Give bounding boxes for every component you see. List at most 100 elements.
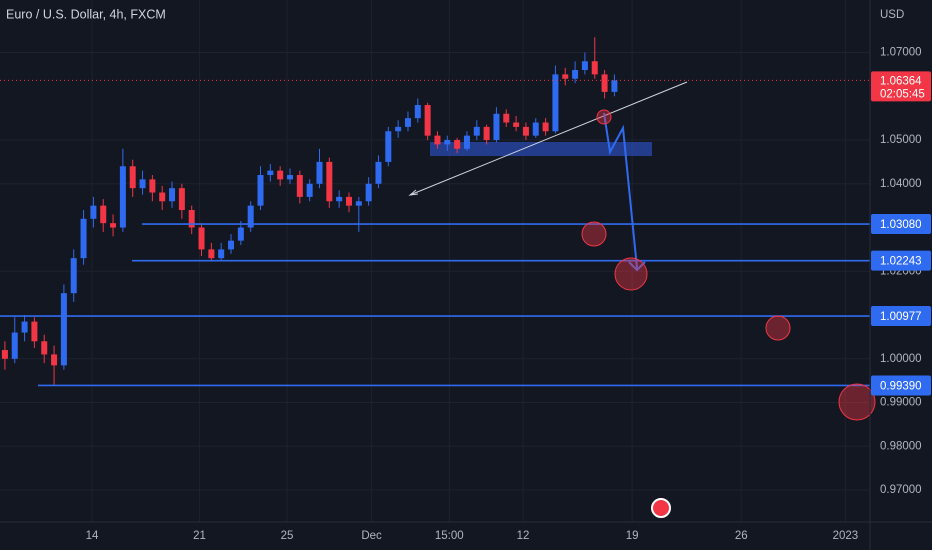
candle-body (188, 210, 195, 228)
last-price-label: 1.06364 (880, 75, 922, 87)
candle-body (218, 249, 225, 259)
zone (430, 142, 652, 156)
candle-body (454, 140, 461, 149)
candle-body (601, 74, 608, 92)
candle-body (581, 61, 588, 71)
candle-body (316, 161, 323, 184)
candle-body (513, 122, 520, 127)
x-tick-label: 14 (86, 530, 99, 542)
candle-body (493, 113, 500, 141)
countdown-label: 02:05:45 (880, 88, 925, 100)
level-label-box (871, 375, 931, 396)
candle-body (247, 205, 254, 228)
last-price-box (871, 71, 931, 102)
y-tick-label: 1.00000 (880, 353, 922, 365)
candle-body (473, 126, 480, 136)
chart-title: Euro / U.S. Dollar, 4h, FXCM (6, 7, 166, 21)
candle-body (1, 350, 8, 359)
candle-body (326, 161, 333, 202)
x-tick-label: 12 (517, 530, 530, 542)
candle-body (237, 227, 244, 241)
candle-body (257, 175, 264, 206)
x-tick-label: Dec (361, 530, 382, 542)
y-tick-label: 1.07000 (880, 47, 922, 59)
x-tick-label: 19 (626, 530, 639, 542)
event-icon[interactable] (651, 498, 671, 518)
candle-body (41, 341, 48, 355)
x-tick-label: 2023 (833, 530, 859, 542)
candle-body (385, 131, 392, 162)
arrow-head (628, 261, 646, 272)
y-tick-label: 0.97000 (880, 484, 922, 496)
candle-body (611, 80, 618, 92)
candle-body (80, 218, 87, 259)
level-label-box (871, 306, 931, 327)
candle-body (90, 205, 97, 219)
candle-body (365, 183, 372, 202)
x-tick-label: 21 (193, 530, 206, 542)
candle-body (139, 179, 146, 189)
level-label: 1.02243 (880, 256, 922, 268)
candle-body (198, 227, 205, 250)
candle-body (503, 113, 510, 123)
candle-body (404, 118, 411, 127)
level-label: 1.03080 (880, 219, 922, 231)
candle-body (267, 170, 274, 176)
projection-arrow (603, 112, 638, 269)
candle-body (169, 188, 176, 202)
candle-body (110, 223, 117, 228)
candle-body (336, 196, 343, 202)
candle-body (572, 70, 579, 79)
candle-body (444, 140, 451, 145)
candle-body (119, 166, 126, 228)
candle-body (129, 166, 136, 189)
arrow-head (408, 189, 419, 196)
candle-body (178, 188, 185, 211)
x-tick-label: 25 (281, 530, 294, 542)
candle-body (434, 135, 441, 145)
candle-body (552, 74, 559, 132)
marker-circle (581, 221, 607, 247)
candle-body (100, 205, 107, 224)
level-label-box (871, 250, 931, 271)
candle-body (296, 175, 303, 197)
candle-body (21, 321, 28, 333)
level-label-box (871, 214, 931, 235)
candle-body (277, 170, 284, 180)
currency-label: USD (880, 9, 904, 21)
y-tick-label: 1.05000 (880, 134, 922, 146)
marker-circle (838, 383, 876, 421)
candle-body (149, 179, 156, 193)
candle-body (395, 126, 402, 132)
marker-circle (614, 257, 648, 291)
x-tick-label: 26 (735, 530, 748, 542)
candle-body (31, 321, 38, 342)
drawings (408, 81, 876, 518)
y-tick-label: 0.98000 (880, 440, 922, 452)
candle-body (11, 332, 18, 359)
candle-body (287, 175, 293, 180)
candle-body (306, 183, 313, 197)
candle-body (375, 161, 382, 184)
candle-body (159, 192, 166, 202)
candle-body (414, 105, 421, 119)
candle-body (542, 122, 549, 132)
x-tick-label: 15:00 (435, 530, 464, 542)
marker-circle (765, 315, 791, 341)
candle-body (345, 196, 352, 206)
candle-body (208, 249, 215, 259)
level-label: 0.99390 (880, 381, 922, 393)
marker-circle (596, 109, 612, 125)
y-tick-label: 0.99000 (880, 397, 922, 409)
candle-body (532, 122, 539, 136)
candle-body (522, 126, 529, 136)
trend-line (409, 81, 688, 196)
candle-body (355, 201, 362, 206)
candle-body (70, 258, 77, 294)
candle-body (483, 126, 490, 141)
candle-body (60, 293, 67, 366)
level-label: 1.00977 (880, 311, 922, 323)
candle-body (591, 61, 598, 75)
